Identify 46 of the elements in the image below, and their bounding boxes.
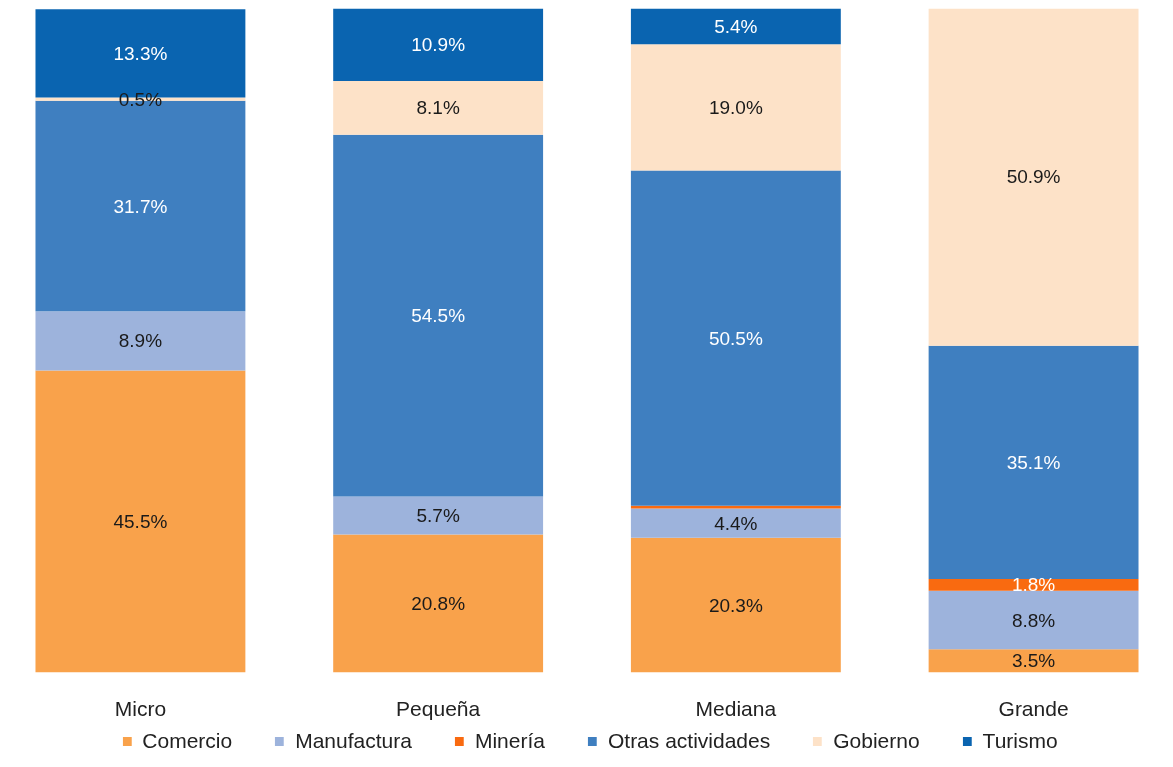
data-label: 20.3% (708, 594, 763, 616)
legend-label: Minería (474, 729, 545, 753)
bar (630, 508, 841, 538)
bar (630, 8, 841, 45)
legend-label: Gobierno (833, 729, 920, 753)
data-label: 8.1% (416, 97, 460, 119)
data-label: 20.8% (411, 592, 466, 614)
legend-label: Manufactura (295, 729, 412, 753)
x-tick-label: Grande (998, 696, 1069, 720)
data-label: 50.5% (708, 327, 763, 349)
legend-label: Turismo (982, 729, 1058, 753)
bar (333, 496, 544, 535)
data-label: 19.0% (708, 96, 763, 118)
bar (928, 590, 1139, 650)
bar (333, 8, 544, 81)
data-label: 45.5% (113, 510, 168, 532)
bar (630, 537, 841, 673)
bar (333, 534, 544, 673)
data-label: 50.9% (1006, 166, 1061, 188)
data-label: 4.4% (714, 512, 758, 534)
legend-label: Comercio (142, 729, 233, 753)
x-tick-label: Mediana (695, 696, 777, 720)
data-label: 10.9% (411, 34, 466, 56)
bar (928, 578, 1139, 591)
legend-label: Otras actividades (607, 729, 771, 753)
data-label: 54.5% (411, 305, 466, 327)
data-label: 5.4% (714, 15, 758, 37)
data-label: 31.7% (113, 195, 168, 217)
bar (333, 134, 544, 497)
bar (333, 80, 544, 135)
bar (630, 170, 841, 506)
data-label: 35.1% (1006, 451, 1061, 473)
bar (928, 8, 1139, 346)
bar (928, 649, 1139, 673)
data-label: 5.7% (416, 504, 460, 526)
data-label: 8.9% (118, 330, 163, 352)
bar (630, 44, 841, 171)
x-tick-label: Pequeña (396, 696, 481, 720)
data-label: 8.8% (1011, 609, 1056, 631)
x-tick-label: Micro (114, 696, 167, 720)
data-label: 13.3% (113, 42, 168, 64)
bar (928, 345, 1139, 579)
data-label: 1.8% (1011, 574, 1056, 596)
bar (35, 311, 246, 371)
data-label: 3.5% (1011, 650, 1056, 672)
bar (35, 370, 246, 673)
